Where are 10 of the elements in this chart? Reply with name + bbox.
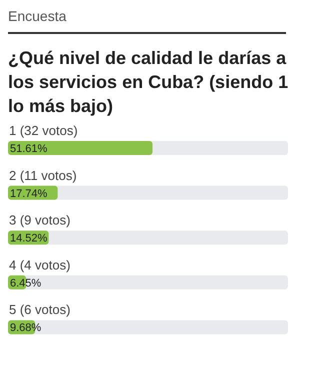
data-label: 17.74% (10, 188, 48, 200)
data-label: 14.52% (10, 232, 48, 245)
y-tick-label: 3 (9 votos) (9, 212, 70, 228)
y-tick-label: 4 (4 votos) (9, 257, 70, 272)
data-label: 51.61% (10, 143, 48, 155)
y-tick-label: 1 (32 votos) (9, 123, 78, 138)
chart-title: ¿Qué nivel de calidad le darías a los servicios en Cuba? (siendo 1 lo más bajo) (8, 47, 290, 118)
chart-subtitle: Encuesta (8, 8, 286, 34)
y-tick-label: 5 (6 votos) (9, 302, 70, 318)
y-tick-label: 2 (11 votos) (9, 168, 77, 183)
